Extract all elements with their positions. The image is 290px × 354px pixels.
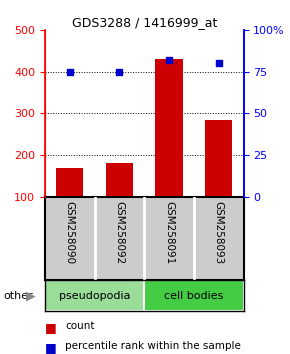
Point xyxy=(167,57,171,63)
Text: percentile rank within the sample: percentile rank within the sample xyxy=(65,341,241,351)
Text: ■: ■ xyxy=(45,341,57,354)
Text: pseudopodia: pseudopodia xyxy=(59,291,130,301)
Bar xyxy=(155,59,183,239)
Bar xyxy=(45,280,144,311)
Text: other: other xyxy=(3,291,33,301)
Point xyxy=(117,69,122,75)
Text: count: count xyxy=(65,321,95,331)
Text: GSM258093: GSM258093 xyxy=(214,201,224,264)
Bar xyxy=(205,120,232,239)
Point xyxy=(216,61,221,66)
Bar xyxy=(106,162,133,239)
Bar xyxy=(56,168,84,239)
Text: GSM258091: GSM258091 xyxy=(164,201,174,264)
Point xyxy=(68,69,72,75)
Text: GDS3288 / 1416999_at: GDS3288 / 1416999_at xyxy=(72,16,218,29)
Text: GSM258092: GSM258092 xyxy=(115,201,124,264)
Text: GSM258090: GSM258090 xyxy=(65,201,75,264)
Text: ■: ■ xyxy=(45,321,57,335)
Text: cell bodies: cell bodies xyxy=(164,291,224,301)
Bar xyxy=(144,280,244,311)
Text: ▶: ▶ xyxy=(26,289,36,302)
